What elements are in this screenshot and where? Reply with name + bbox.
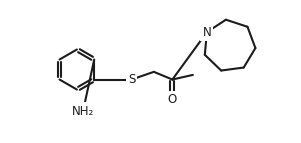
Text: NH₂: NH₂	[72, 105, 94, 118]
Text: S: S	[128, 73, 135, 86]
Text: O: O	[168, 93, 177, 106]
Text: N: N	[203, 26, 211, 39]
